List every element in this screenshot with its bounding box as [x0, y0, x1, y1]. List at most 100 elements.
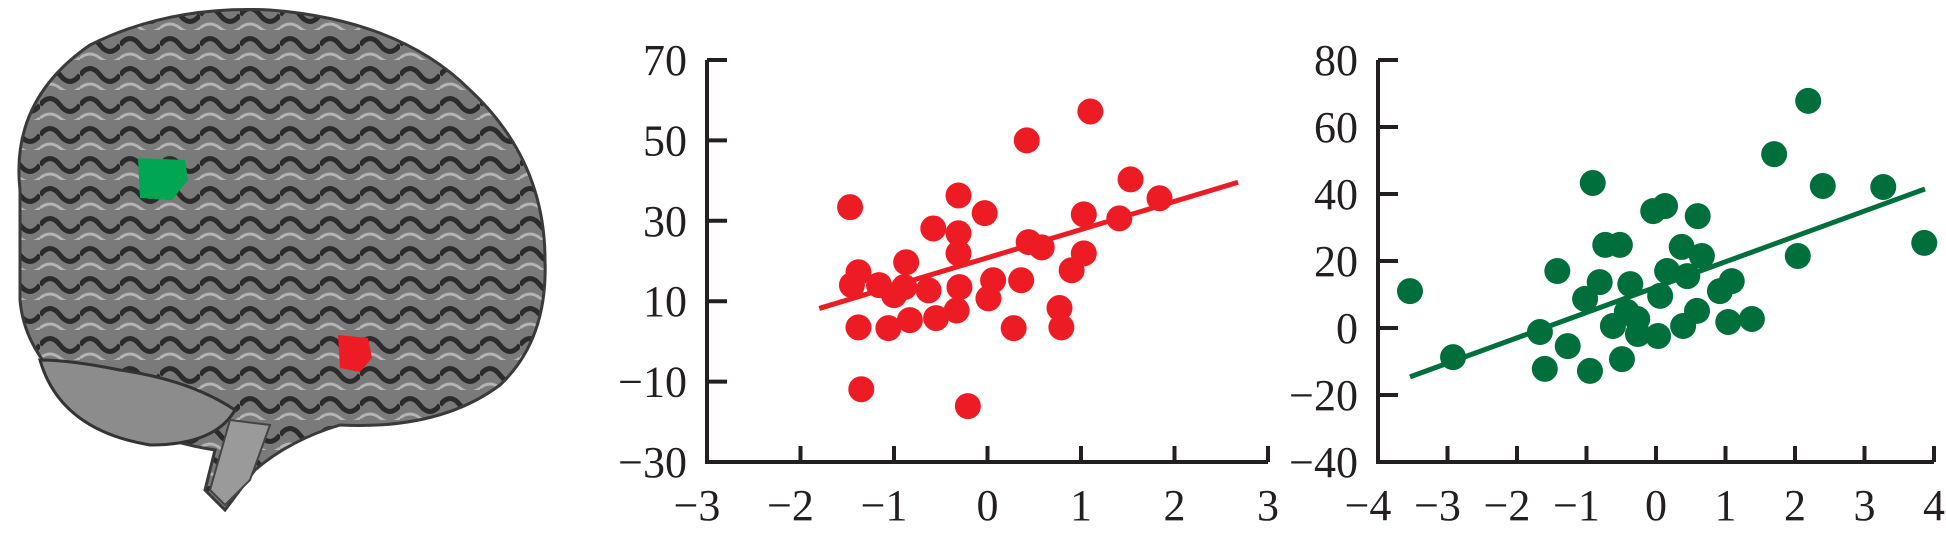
brain-image — [17, 7, 547, 513]
data-point — [848, 376, 875, 403]
data-point — [1670, 312, 1697, 339]
data-point — [1586, 269, 1613, 296]
data-point — [1008, 267, 1035, 294]
y-tick-label: 80 — [1314, 36, 1358, 85]
y-tick-label: 20 — [1314, 237, 1358, 286]
data-point — [1684, 203, 1711, 230]
data-point — [1654, 258, 1681, 285]
data-point — [1617, 271, 1644, 298]
x-tick-label: 3 — [1854, 481, 1876, 530]
data-point — [1028, 234, 1055, 261]
data-point — [896, 307, 923, 334]
x-tick-label: 0 — [1645, 481, 1667, 530]
data-point — [875, 315, 902, 342]
y-tick-label: 30 — [643, 197, 687, 246]
red-region — [338, 335, 372, 372]
y-tick-label: 60 — [1314, 103, 1358, 152]
data-point — [837, 194, 864, 221]
y-tick-label: 50 — [643, 116, 687, 165]
y-tick-label: 70 — [643, 36, 687, 85]
data-point — [1554, 333, 1581, 360]
y-tick-label: 0 — [1336, 304, 1358, 353]
data-point — [1606, 231, 1633, 258]
cerebellum — [38, 358, 237, 447]
x-tick-label: 2 — [1784, 481, 1806, 530]
data-point — [1526, 319, 1553, 346]
data-point — [945, 182, 972, 209]
data-point — [1608, 346, 1635, 373]
data-point — [1106, 205, 1133, 232]
data-point — [1668, 233, 1695, 260]
data-point — [1146, 185, 1173, 212]
data-point — [1117, 166, 1144, 193]
x-tick-label: −2 — [1484, 481, 1531, 530]
data-point — [1795, 87, 1822, 114]
data-point — [945, 240, 972, 267]
x-tick-label: 2 — [1164, 481, 1186, 530]
data-point — [1809, 172, 1836, 199]
data-point — [845, 314, 872, 341]
data-point — [1544, 258, 1571, 285]
data-point — [915, 277, 942, 304]
data-point — [1645, 323, 1672, 350]
data-point — [1647, 282, 1674, 309]
data-point — [1761, 141, 1788, 168]
data-point — [945, 220, 972, 247]
data-point — [1674, 263, 1701, 290]
y-tick-label: 40 — [1314, 170, 1358, 219]
x-tick-label: 1 — [1070, 481, 1092, 530]
data-point — [975, 285, 1002, 312]
brainstem — [208, 418, 272, 507]
y-tick-label: −10 — [618, 358, 687, 407]
y-tick-label: −40 — [1289, 438, 1358, 487]
data-point — [1576, 357, 1603, 384]
data-point — [1013, 127, 1040, 154]
data-point — [954, 393, 981, 420]
data-point — [1000, 315, 1027, 342]
x-tick-label: −3 — [674, 481, 721, 530]
data-point — [1058, 257, 1085, 284]
data-point — [1624, 305, 1651, 332]
axes — [705, 60, 1268, 464]
x-tick-label: 0 — [977, 481, 999, 530]
y-tick-label: −20 — [1289, 371, 1358, 420]
data-point — [1572, 285, 1599, 312]
x-tick-label: −2 — [767, 481, 814, 530]
x-tick-label: −1 — [861, 481, 908, 530]
data-point — [1640, 198, 1667, 225]
data-point — [1706, 278, 1733, 305]
brain-cortex — [17, 7, 547, 513]
x-tick-label: 4 — [1923, 481, 1945, 530]
data-point — [1688, 242, 1715, 269]
data-point — [946, 274, 973, 301]
data-point — [1048, 314, 1075, 341]
green-region — [138, 158, 188, 200]
data-point — [881, 282, 907, 309]
y-tick-label: 10 — [643, 277, 687, 326]
data-point — [1738, 305, 1765, 332]
data-point — [1396, 278, 1423, 305]
data-point — [971, 200, 998, 227]
data-point — [1579, 169, 1606, 196]
data-point — [893, 249, 920, 276]
x-tick-label: −3 — [1414, 481, 1461, 530]
data-point — [920, 215, 947, 242]
data-point — [838, 272, 865, 299]
axes — [1376, 60, 1934, 464]
data-point — [943, 297, 970, 324]
data-point — [1599, 312, 1626, 339]
data-point — [923, 305, 950, 332]
x-tick-label: −1 — [1553, 481, 1600, 530]
data-point — [1911, 229, 1938, 256]
x-tick-label: 1 — [1715, 481, 1737, 530]
data-point — [1531, 355, 1558, 382]
data-point — [1715, 308, 1742, 335]
x-tick-label: −4 — [1345, 481, 1392, 530]
data-point — [1077, 98, 1104, 125]
data-point — [1784, 242, 1811, 269]
data-point — [1870, 173, 1897, 200]
data-point — [1046, 295, 1073, 322]
